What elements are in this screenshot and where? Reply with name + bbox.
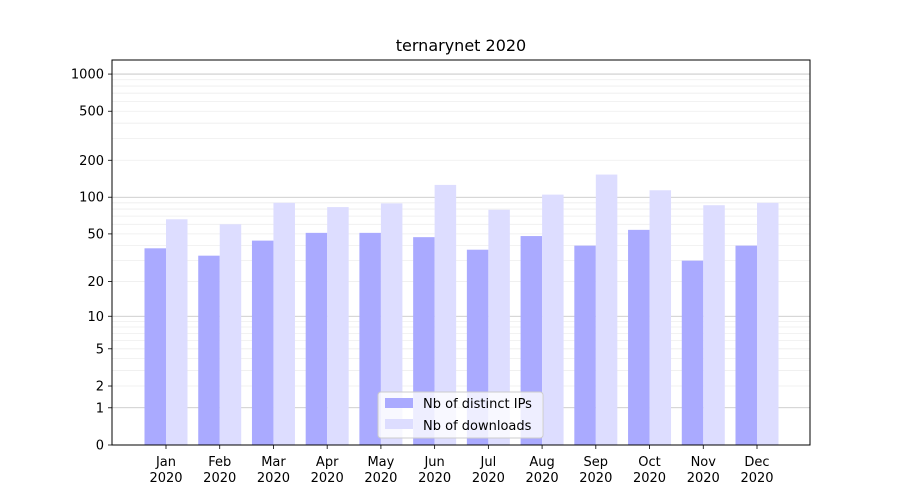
bar-downloads: [757, 202, 779, 445]
bar-downloads: [166, 219, 188, 445]
y-axis: 0 1 2 5 10 20 50 100 200 500 1000: [71, 68, 112, 454]
x-tick-label-month: Jun: [423, 455, 444, 470]
x-tick-label-year: 2020: [257, 471, 290, 486]
x-tick-label-year: 2020: [633, 471, 666, 486]
bar-distinct-ips: [681, 260, 704, 445]
y-tick-label: 20: [87, 275, 104, 290]
x-tick-label-year: 2020: [687, 471, 720, 486]
x-tick-label-year: 2020: [364, 471, 397, 486]
x-tick-label-year: 2020: [418, 471, 451, 486]
bar-distinct-ips: [735, 245, 757, 445]
bar-distinct-ips: [628, 229, 650, 445]
y-tick-label: 500: [79, 105, 104, 120]
x-tick-label-month: Apr: [316, 455, 339, 470]
bar-downloads: [380, 203, 403, 445]
x-tick-label-year: 2020: [149, 471, 182, 486]
x-tick-label-month: Oct: [638, 455, 660, 470]
y-tick-label: 50: [87, 227, 104, 242]
y-tick-label: 100: [79, 191, 104, 206]
x-tick-label-month: Mar: [261, 455, 286, 470]
y-tick-label: 5: [96, 342, 104, 357]
x-tick-label-month: Sep: [584, 455, 609, 470]
bar-distinct-ips: [144, 248, 166, 445]
x-tick-label-year: 2020: [526, 471, 559, 486]
y-tick-label: 0: [96, 439, 104, 454]
x-tick-label-month: Jan: [155, 455, 176, 470]
x-tick-label-year: 2020: [740, 471, 773, 486]
y-tick-label: 200: [79, 154, 104, 169]
bar-downloads: [327, 207, 349, 445]
legend-swatch-ips: [385, 398, 413, 408]
chart-title: ternarynet 2020: [396, 36, 526, 55]
y-tick-label: 2: [96, 380, 104, 395]
x-tick-label-month: Dec: [744, 455, 769, 470]
x-tick-label-year: 2020: [579, 471, 612, 486]
bar-distinct-ips: [305, 232, 328, 445]
y-tick-label: 10: [87, 310, 104, 325]
plot-area-frame: [111, 59, 811, 446]
bar-downloads: [488, 209, 510, 445]
x-tick-label-month: Feb: [208, 455, 231, 470]
y-tick-label: 1: [96, 401, 104, 416]
x-tick-label-month: May: [367, 455, 394, 470]
bar-downloads: [219, 224, 242, 445]
x-tick-label-month: Jul: [480, 455, 497, 470]
legend-swatch-downloads: [385, 419, 413, 429]
x-axis: Jan2020Feb2020Mar2020Apr2020May2020Jun20…: [149, 445, 774, 486]
x-tick-label-month: Nov: [691, 455, 717, 470]
x-tick-label-year: 2020: [203, 471, 236, 486]
y-tick-label: 1000: [71, 68, 104, 83]
bar-downloads: [542, 194, 564, 445]
bar-downloads: [703, 205, 725, 445]
legend-label-downloads: Nb of downloads: [423, 419, 532, 434]
bar-downloads: [649, 190, 672, 445]
bar-downloads: [273, 202, 295, 445]
legend-label-ips: Nb of distinct IPs: [423, 397, 532, 412]
legend: Nb of distinct IPs Nb of downloads: [377, 391, 544, 439]
bar-distinct-ips: [574, 245, 596, 445]
x-tick-label-month: Aug: [529, 455, 554, 470]
x-tick-label-year: 2020: [472, 471, 505, 486]
bar-distinct-ips: [198, 255, 220, 445]
x-tick-label-year: 2020: [311, 471, 344, 486]
bar-distinct-ips: [251, 240, 274, 445]
bar-downloads: [434, 184, 457, 445]
bar-distinct-ips: [359, 232, 381, 445]
legend-box: [377, 391, 544, 439]
bar-downloads: [595, 174, 618, 446]
